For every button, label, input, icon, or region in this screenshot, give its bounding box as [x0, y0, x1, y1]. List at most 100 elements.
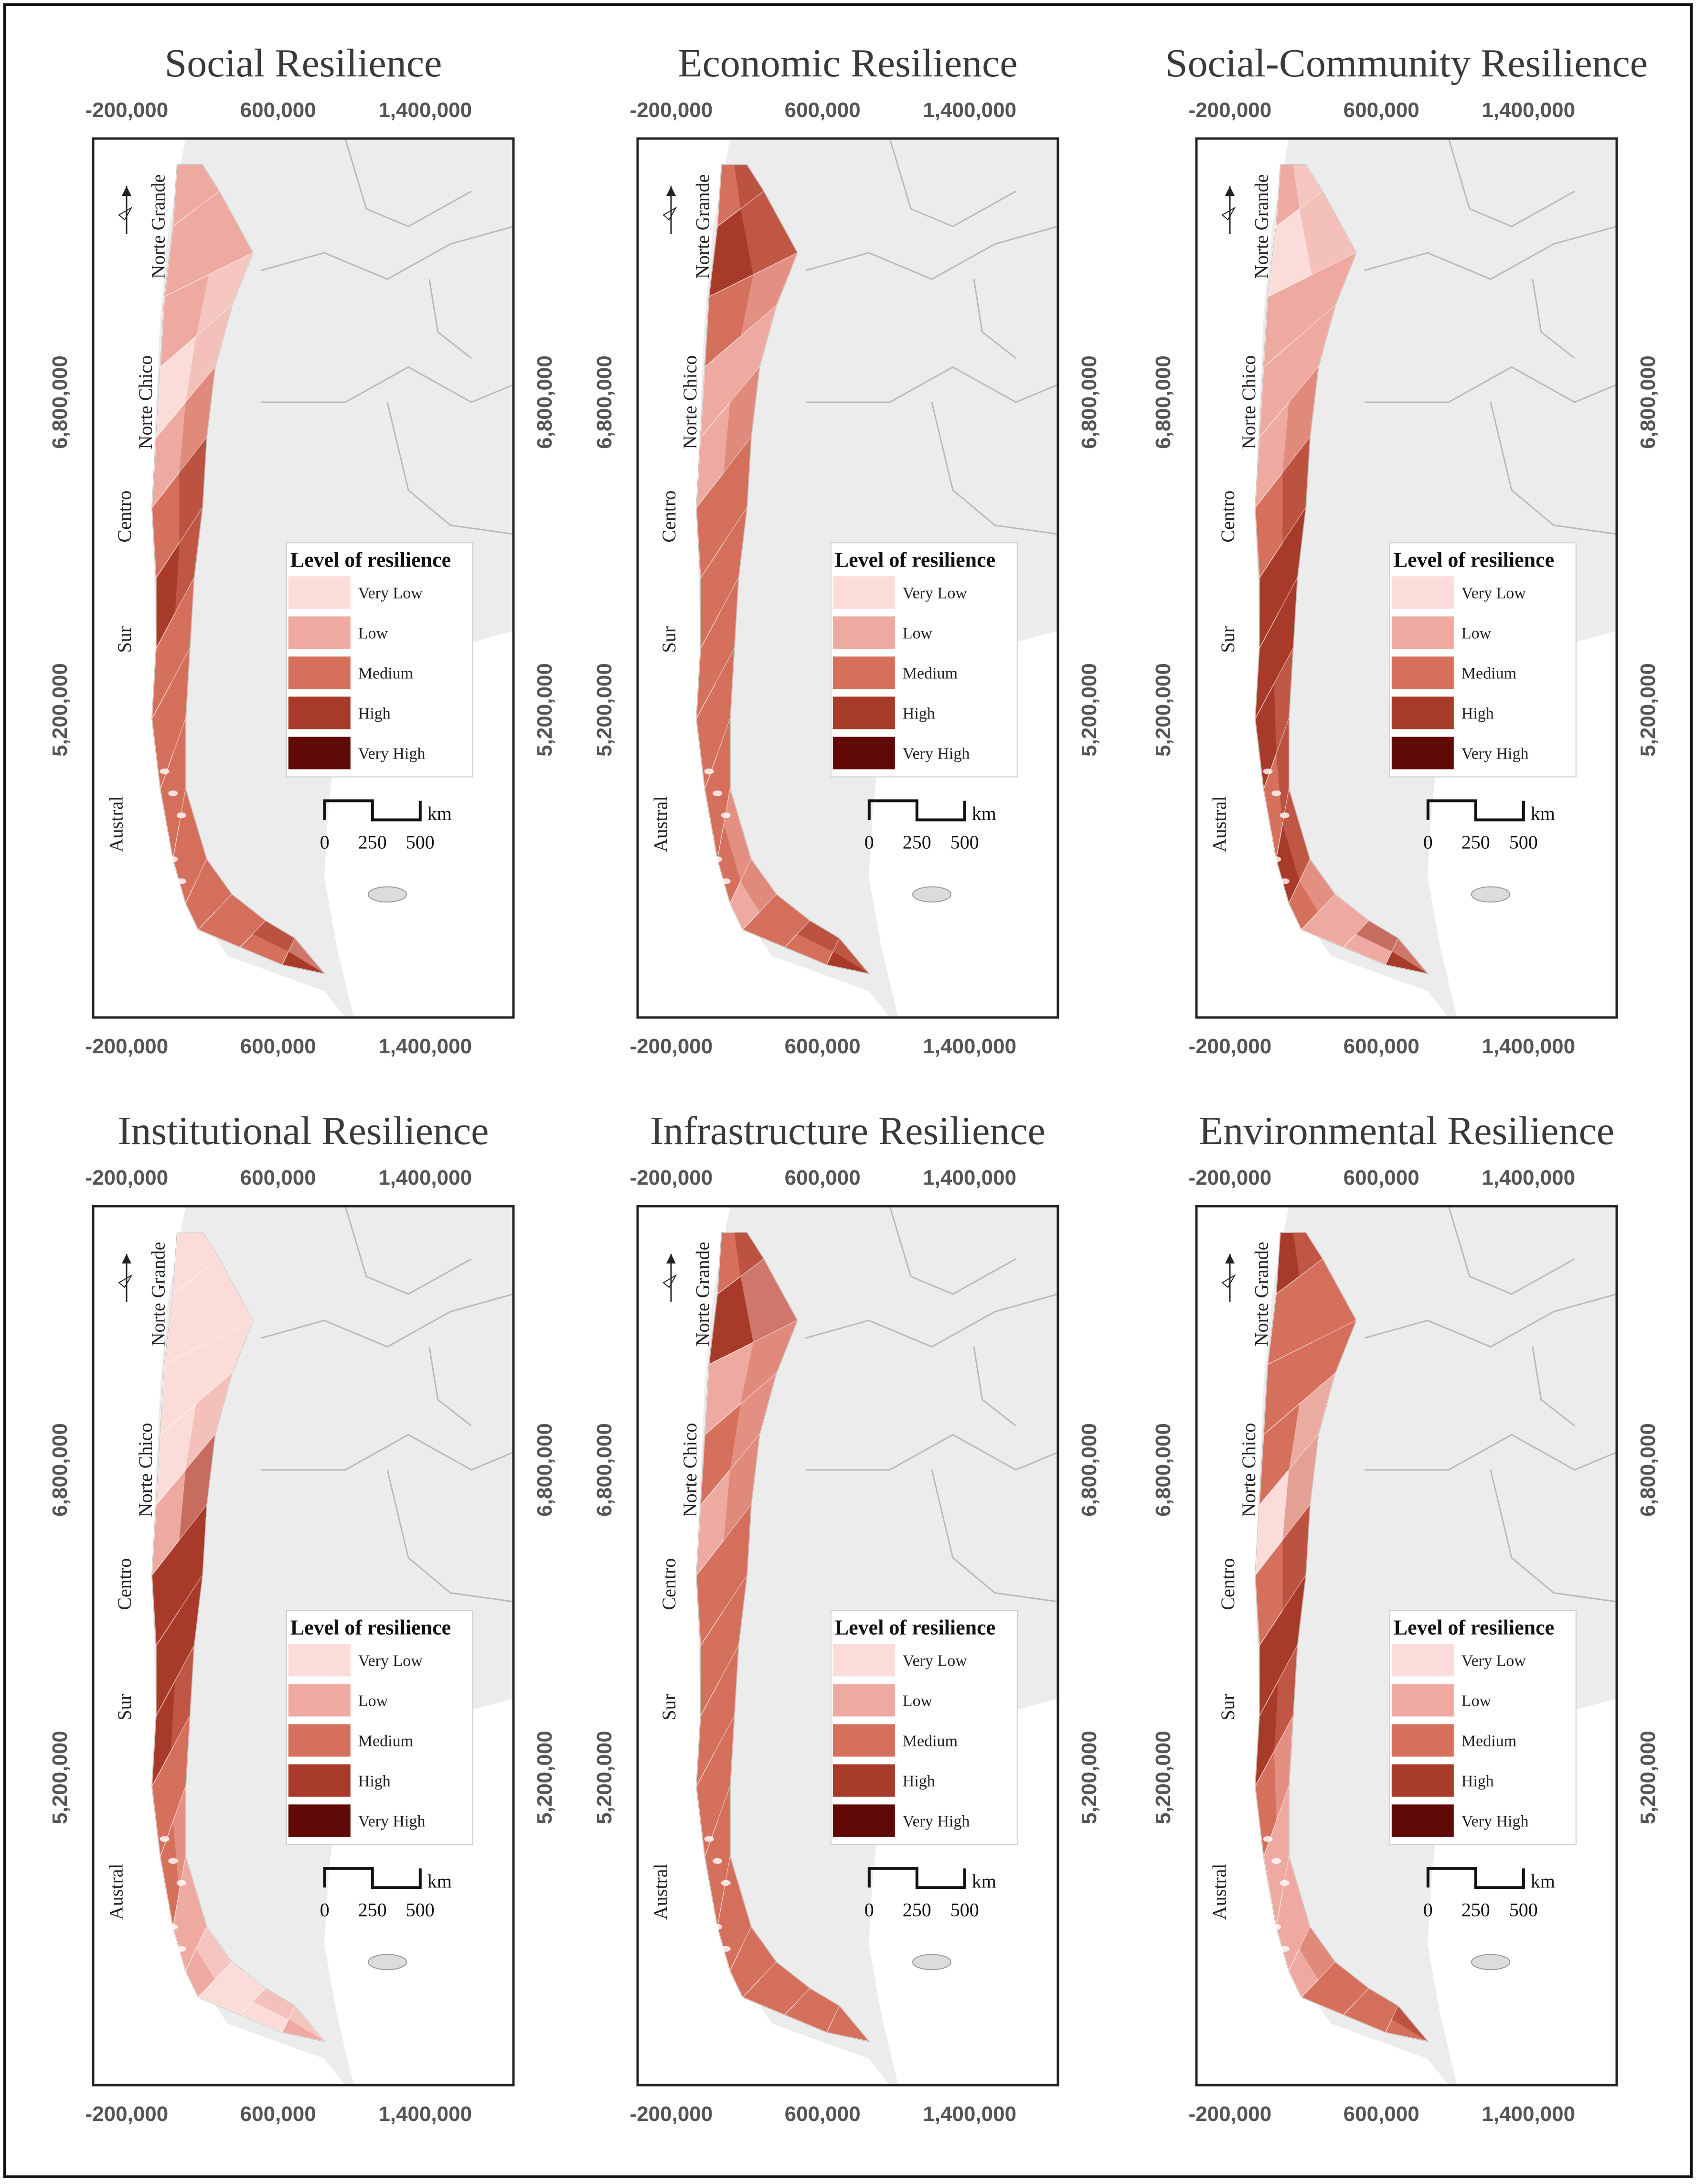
legend: Level of resilience Very Low Low Medium High… — [286, 1610, 473, 1845]
country-border — [889, 1206, 1016, 1295]
fjord-island — [1271, 790, 1281, 796]
legend-swatch — [832, 737, 895, 770]
y-axis-left-label: 6,800,000 — [48, 355, 72, 449]
falkland-islands — [912, 886, 951, 903]
commune-subband — [1293, 165, 1323, 209]
north-arrow-icon — [662, 1254, 677, 1302]
ocean-area — [93, 1206, 345, 2085]
x-axis-bottom-label: -200,000 — [630, 2102, 713, 2126]
legend-label: Very High — [903, 745, 970, 762]
legend-swatch — [832, 616, 895, 649]
fjord-island — [713, 1858, 723, 1864]
commune-subband — [1392, 2006, 1428, 2041]
commune-subband — [724, 1505, 751, 1611]
x-axis-bottom-label: -200,000 — [1189, 2102, 1272, 2126]
commune-subband — [1293, 1232, 1323, 1277]
north-arrow-n-mark — [662, 1274, 677, 1288]
map-frame — [1195, 1205, 1618, 2087]
x-axis-top-label: 600,000 — [785, 1166, 861, 1189]
fjord-island — [176, 812, 186, 818]
region-label: Sur — [1217, 626, 1238, 653]
north-arrow-icon — [1221, 1254, 1236, 1302]
commune-subband — [190, 1232, 219, 1277]
fjord-island — [160, 768, 170, 774]
legend-label: High — [358, 1772, 391, 1790]
scale-bar: km 0 250 500 — [864, 799, 996, 853]
country-border — [428, 1347, 472, 1427]
commune-subband — [797, 1988, 840, 2019]
panel-title: Environmental Resilience — [1199, 1109, 1614, 1153]
x-axis-top-label: 1,400,000 — [1482, 98, 1575, 122]
map-frame — [636, 1205, 1059, 2087]
scale-tick-label: 0 — [1423, 1899, 1433, 1920]
country-border — [1532, 1347, 1575, 1427]
north-arrow-icon — [1221, 186, 1236, 234]
legend-swatch — [288, 576, 351, 609]
scale-tick-label: 500 — [1509, 1899, 1538, 1920]
legend-swatch — [832, 1724, 895, 1757]
legend-label: Low — [903, 1692, 933, 1710]
fjord-island — [721, 1946, 731, 1952]
map-frame — [92, 1205, 515, 2087]
region-label: Centro — [658, 1558, 680, 1610]
y-axis-right-label: 6,800,000 — [533, 1423, 556, 1517]
scale-bar-line — [323, 799, 422, 822]
scale-tick-label: 250 — [903, 1899, 931, 1920]
scale-bar: km 0 250 500 — [320, 1867, 452, 1920]
scale-tick-label: 500 — [950, 1899, 979, 1920]
scale-unit: km — [427, 803, 452, 824]
fjord-island — [721, 878, 731, 884]
commune-subband — [1278, 507, 1306, 613]
commune-subband — [715, 648, 735, 754]
fjord-island — [168, 1858, 178, 1864]
commune-subband — [1278, 1575, 1306, 1681]
panel-title: Economic Resilience — [678, 41, 1017, 86]
commune-subband — [1299, 1259, 1356, 1343]
legend-swatch — [832, 696, 895, 729]
legend-swatch — [832, 1804, 895, 1837]
country-border — [261, 225, 514, 280]
scale-bar: km 0 250 500 — [1423, 1867, 1555, 1920]
map-panel: Social Resilience -200,000 -200,000 600,000… — [48, 41, 556, 1058]
x-axis-top-label: -200,000 — [1189, 1166, 1272, 1189]
legend: Level of resilience Very Low Low Medium High… — [830, 542, 1018, 778]
y-axis-right-label: 5,200,000 — [1077, 663, 1101, 757]
legend-label: Low — [358, 1692, 388, 1710]
y-axis-right-label: 6,800,000 — [1077, 355, 1101, 449]
y-axis-left-label: 5,200,000 — [1152, 663, 1175, 757]
commune-subband — [185, 1373, 232, 1470]
scale-bar: km 0 250 500 — [1423, 799, 1555, 853]
country-border — [806, 366, 1058, 403]
region-label: Austral — [650, 1863, 672, 1920]
commune-subband — [1356, 1988, 1398, 2019]
commune-subband — [173, 1786, 186, 1892]
commune-subband — [1392, 938, 1428, 974]
commune-subband — [179, 1435, 215, 1541]
legend-label: High — [903, 705, 935, 722]
scale-tick-label: 250 — [1461, 831, 1490, 853]
falkland-islands — [368, 886, 407, 903]
x-axis-top-label: 1,400,000 — [923, 98, 1016, 122]
fjord-island — [704, 1902, 714, 1908]
y-axis-right-label: 6,800,000 — [1636, 355, 1660, 449]
fjord-island — [721, 1880, 731, 1886]
commune-subband — [171, 1646, 194, 1751]
x-axis-top-label: 600,000 — [240, 98, 316, 122]
map-panel: Infrastructure Resilience -200,000 -200,00… — [593, 1109, 1101, 2126]
scale-bar-line — [867, 799, 966, 822]
x-axis-top-label: 1,400,000 — [1482, 1166, 1575, 1189]
region-label: Sur — [114, 1694, 135, 1721]
y-axis-left-label: 5,200,000 — [1152, 1731, 1175, 1824]
legend-swatch — [288, 696, 351, 729]
commune-subband — [724, 1856, 751, 1949]
region-label: Norte Chico — [1238, 355, 1259, 450]
panel-title: Social-Community Resilience — [1165, 41, 1648, 86]
y-axis-left-label: 5,200,000 — [48, 663, 72, 757]
commune-subband — [288, 2006, 324, 2041]
fjord-island — [1271, 856, 1281, 862]
x-axis-bottom-label: 600,000 — [785, 2102, 861, 2126]
legend-label: High — [1461, 705, 1494, 722]
legend-swatch — [1391, 696, 1454, 729]
y-axis-left-label: 6,800,000 — [48, 1423, 72, 1517]
north-arrow-icon — [662, 186, 677, 234]
